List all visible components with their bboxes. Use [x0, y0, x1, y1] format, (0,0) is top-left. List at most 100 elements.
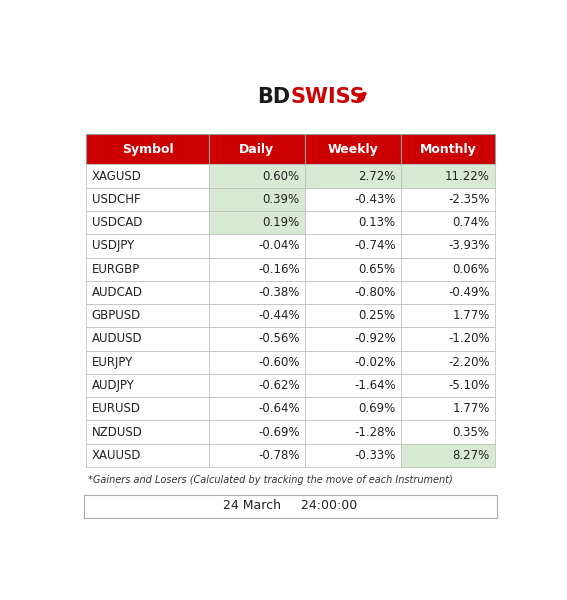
Bar — [305, 444, 401, 467]
Text: XAGUSD: XAGUSD — [91, 170, 141, 182]
Text: -0.69%: -0.69% — [258, 425, 299, 439]
Bar — [305, 304, 401, 328]
Text: AUDCAD: AUDCAD — [91, 286, 142, 299]
Bar — [305, 281, 401, 304]
Bar — [401, 234, 495, 257]
Text: -1.20%: -1.20% — [448, 332, 490, 346]
Bar — [401, 397, 495, 421]
Bar — [209, 328, 305, 350]
Text: -0.60%: -0.60% — [258, 356, 299, 369]
Bar — [401, 421, 495, 444]
Text: -0.44%: -0.44% — [258, 309, 299, 322]
Text: -0.92%: -0.92% — [354, 332, 396, 346]
Text: EURJPY: EURJPY — [91, 356, 133, 369]
Text: 0.25%: 0.25% — [358, 309, 396, 322]
Bar — [86, 281, 209, 304]
Text: AUDJPY: AUDJPY — [91, 379, 134, 392]
Text: XAUUSD: XAUUSD — [91, 449, 141, 462]
Text: Daily: Daily — [239, 143, 274, 156]
Text: 8.27%: 8.27% — [452, 449, 490, 462]
Bar — [86, 257, 209, 281]
Bar — [305, 164, 401, 188]
Bar — [209, 134, 305, 164]
Text: 24 March     24:00:00: 24 March 24:00:00 — [223, 499, 358, 512]
Text: -0.02%: -0.02% — [354, 356, 396, 369]
Text: SWISS: SWISS — [290, 88, 365, 107]
Text: 0.39%: 0.39% — [263, 193, 299, 206]
Bar — [209, 397, 305, 421]
Bar — [305, 188, 401, 211]
Text: BD: BD — [257, 88, 290, 107]
Bar — [401, 134, 495, 164]
Text: 0.35%: 0.35% — [452, 425, 490, 439]
Text: -0.78%: -0.78% — [258, 449, 299, 462]
Bar — [86, 350, 209, 374]
Text: 0.60%: 0.60% — [263, 170, 299, 182]
Bar — [305, 374, 401, 397]
Bar — [86, 211, 209, 234]
Bar — [86, 444, 209, 467]
Text: -1.64%: -1.64% — [354, 379, 396, 392]
Bar — [209, 304, 305, 328]
Text: USDCHF: USDCHF — [91, 193, 140, 206]
Text: 1.77%: 1.77% — [452, 403, 490, 415]
Bar — [209, 350, 305, 374]
Text: -0.56%: -0.56% — [258, 332, 299, 346]
Bar — [86, 397, 209, 421]
Text: USDCAD: USDCAD — [91, 216, 142, 229]
Bar — [209, 421, 305, 444]
Text: -5.10%: -5.10% — [448, 379, 490, 392]
Bar — [86, 188, 209, 211]
Text: -0.16%: -0.16% — [258, 263, 299, 275]
Text: 0.19%: 0.19% — [263, 216, 299, 229]
Bar — [401, 164, 495, 188]
Text: NZDUSD: NZDUSD — [91, 425, 142, 439]
Bar — [401, 188, 495, 211]
Bar — [401, 444, 495, 467]
Bar — [305, 134, 401, 164]
Bar — [86, 328, 209, 350]
Bar — [209, 374, 305, 397]
Text: Monthly: Monthly — [420, 143, 476, 156]
Text: 0.06%: 0.06% — [452, 263, 490, 275]
Bar — [86, 134, 209, 164]
Bar — [86, 374, 209, 397]
Bar — [209, 281, 305, 304]
Text: -0.04%: -0.04% — [258, 239, 299, 253]
Bar — [209, 444, 305, 467]
Text: 11.22%: 11.22% — [445, 170, 490, 182]
Text: -0.38%: -0.38% — [258, 286, 299, 299]
Bar — [305, 397, 401, 421]
Text: Symbol: Symbol — [122, 143, 174, 156]
Text: Weekly: Weekly — [328, 143, 378, 156]
Bar — [305, 234, 401, 257]
Bar — [305, 350, 401, 374]
Bar — [305, 328, 401, 350]
Bar — [401, 257, 495, 281]
Text: USDJPY: USDJPY — [91, 239, 134, 253]
Bar — [401, 304, 495, 328]
Bar — [401, 328, 495, 350]
Text: GBPUSD: GBPUSD — [91, 309, 141, 322]
Text: -2.35%: -2.35% — [448, 193, 490, 206]
Text: 0.65%: 0.65% — [358, 263, 396, 275]
Text: 2.72%: 2.72% — [358, 170, 396, 182]
Bar — [401, 350, 495, 374]
Text: -0.43%: -0.43% — [354, 193, 396, 206]
Text: -0.64%: -0.64% — [258, 403, 299, 415]
Text: AUDUSD: AUDUSD — [91, 332, 142, 346]
Bar — [305, 211, 401, 234]
Bar — [209, 211, 305, 234]
Text: -1.28%: -1.28% — [354, 425, 396, 439]
Bar — [209, 164, 305, 188]
Bar — [209, 257, 305, 281]
Text: -2.20%: -2.20% — [448, 356, 490, 369]
Bar — [305, 421, 401, 444]
Text: EURGBP: EURGBP — [91, 263, 140, 275]
Text: -0.62%: -0.62% — [258, 379, 299, 392]
Text: *Gainers and Losers (Calculated by tracking the move of each Instrument): *Gainers and Losers (Calculated by track… — [88, 475, 453, 485]
Bar — [401, 281, 495, 304]
Bar — [305, 257, 401, 281]
Text: 0.74%: 0.74% — [452, 216, 490, 229]
Bar — [86, 421, 209, 444]
